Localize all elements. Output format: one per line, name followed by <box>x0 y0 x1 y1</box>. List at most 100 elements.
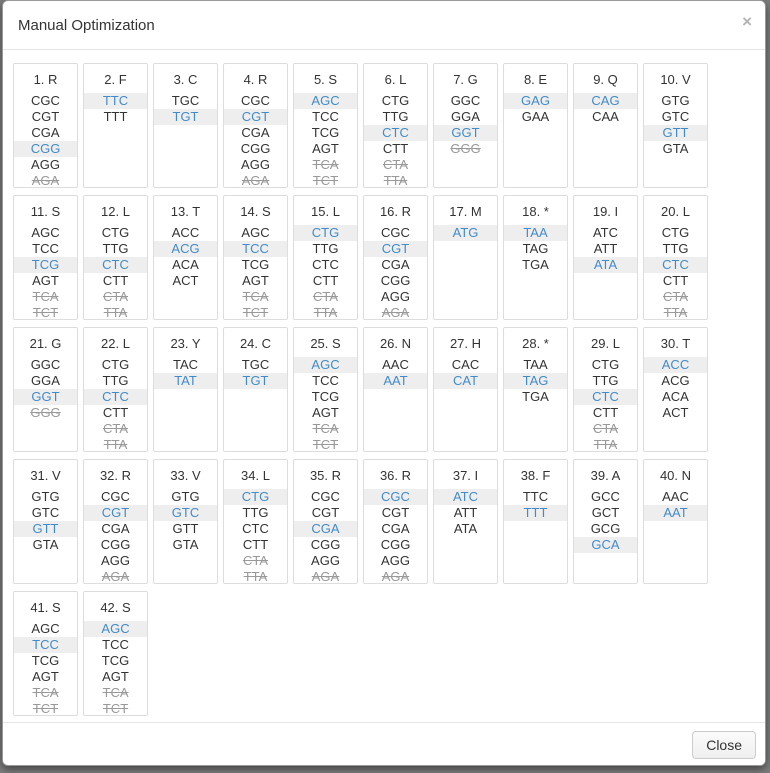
codon-option[interactable]: CTC <box>84 257 147 273</box>
codon-option[interactable]: TCG <box>31 653 60 668</box>
codon-option[interactable]: AAT <box>644 505 707 521</box>
codon-option[interactable]: TTG <box>242 505 269 520</box>
codon-option[interactable]: CTA <box>382 157 409 172</box>
codon-option[interactable]: GTT <box>644 125 707 141</box>
codon-option[interactable]: GGA <box>31 373 60 388</box>
codon-option[interactable]: AGG <box>381 289 410 304</box>
codon-option[interactable]: TTG <box>382 109 409 124</box>
codon-option[interactable]: ATC <box>592 225 619 240</box>
codon-option[interactable]: TCC <box>312 373 339 388</box>
codon-option[interactable]: TGC <box>241 357 270 372</box>
codon-option[interactable]: TCG <box>311 389 340 404</box>
codon-option[interactable]: AGT <box>32 669 59 684</box>
codon-option[interactable]: CGC <box>311 489 340 504</box>
codon-option[interactable]: TTG <box>662 241 689 256</box>
codon-option[interactable]: CTA <box>242 553 269 568</box>
codon-option[interactable]: TCT <box>32 701 59 716</box>
codon-option[interactable]: CTT <box>592 405 619 420</box>
codon-option[interactable]: GCT <box>591 505 620 520</box>
codon-option[interactable]: AGC <box>31 621 60 636</box>
close-button[interactable]: Close <box>692 731 756 759</box>
codon-option[interactable]: CGT <box>31 109 60 124</box>
codon-option[interactable]: CTA <box>662 289 689 304</box>
codon-option[interactable]: GCA <box>574 537 637 553</box>
codon-option[interactable]: TAG <box>504 373 567 389</box>
codon-option[interactable]: TAG <box>522 241 549 256</box>
codon-option[interactable]: CGT <box>84 505 147 521</box>
codon-option[interactable]: CGA <box>241 125 270 140</box>
codon-option[interactable]: CGT <box>364 241 427 257</box>
codon-option[interactable]: GGC <box>30 357 61 372</box>
codon-option[interactable]: TTA <box>663 305 688 320</box>
codon-option[interactable]: CGG <box>240 141 271 156</box>
codon-option[interactable]: GGG <box>450 141 481 156</box>
codon-option[interactable]: AGT <box>242 273 269 288</box>
codon-option[interactable]: AGA <box>311 569 340 584</box>
codon-option[interactable]: AGG <box>101 553 130 568</box>
codon-option[interactable]: AGC <box>84 621 147 637</box>
codon-option[interactable]: CTG <box>294 225 357 241</box>
codon-option[interactable]: GAG <box>504 93 567 109</box>
codon-option[interactable]: ATT <box>453 505 478 520</box>
codon-option[interactable]: CTG <box>591 357 620 372</box>
codon-option[interactable]: TCC <box>32 241 59 256</box>
codon-option[interactable]: CGA <box>101 521 130 536</box>
codon-option[interactable]: ACA <box>172 257 199 272</box>
codon-option[interactable]: CAT <box>434 373 497 389</box>
codon-option[interactable]: TCT <box>102 701 129 716</box>
codon-option[interactable]: TCC <box>224 241 287 257</box>
codon-option[interactable]: TTG <box>102 373 129 388</box>
codon-option[interactable]: TTA <box>383 173 408 188</box>
codon-option[interactable]: TTA <box>593 437 618 452</box>
codon-option[interactable]: ACC <box>171 225 200 240</box>
codon-option[interactable]: GTG <box>31 489 60 504</box>
codon-option[interactable]: CTG <box>661 225 690 240</box>
codon-option[interactable]: TCT <box>312 437 339 452</box>
codon-option[interactable]: ATG <box>434 225 497 241</box>
codon-option[interactable]: CTG <box>224 489 287 505</box>
codon-option[interactable]: CTT <box>102 405 129 420</box>
codon-option[interactable]: TGT <box>224 373 287 389</box>
codon-option[interactable]: CGA <box>31 125 60 140</box>
codon-option[interactable]: TCC <box>312 109 339 124</box>
codon-option[interactable]: ATA <box>453 521 478 536</box>
codon-option[interactable]: CTC <box>242 521 269 536</box>
codon-option[interactable]: CTT <box>662 273 689 288</box>
codon-option[interactable]: TCC <box>14 637 77 653</box>
codon-option[interactable]: CTG <box>101 357 130 372</box>
codon-option[interactable]: CTC <box>574 389 637 405</box>
codon-option[interactable]: TAC <box>172 357 199 372</box>
codon-option[interactable]: CGT <box>311 505 340 520</box>
codon-option[interactable]: TTA <box>103 437 128 452</box>
codon-option[interactable]: AGC <box>294 357 357 373</box>
codon-option[interactable]: CGG <box>14 141 77 157</box>
codon-option[interactable]: CGG <box>380 537 411 552</box>
codon-option[interactable]: GTG <box>661 93 690 108</box>
codon-option[interactable]: AGA <box>31 173 60 188</box>
close-icon[interactable]: × <box>742 12 752 31</box>
codon-option[interactable]: CGC <box>381 225 410 240</box>
codon-option[interactable]: TTG <box>312 241 339 256</box>
codon-option[interactable]: ATC <box>434 489 497 505</box>
codon-option[interactable]: GTT <box>172 521 199 536</box>
codon-option[interactable]: AGC <box>31 225 60 240</box>
codon-option[interactable]: CGC <box>241 93 270 108</box>
codon-option[interactable]: CTT <box>102 273 129 288</box>
codon-option[interactable]: CGC <box>101 489 130 504</box>
codon-option[interactable]: ACA <box>662 389 689 404</box>
codon-option[interactable]: ACC <box>644 357 707 373</box>
codon-option[interactable]: GTA <box>662 141 689 156</box>
codon-option[interactable]: TTT <box>103 109 128 124</box>
codon-option[interactable]: TAA <box>504 225 567 241</box>
codon-option[interactable]: GCC <box>591 489 620 504</box>
codon-option[interactable]: TTA <box>243 569 268 584</box>
codon-option[interactable]: TGC <box>171 93 200 108</box>
codon-option[interactable]: TCA <box>242 289 269 304</box>
codon-option[interactable]: CTA <box>102 421 129 436</box>
codon-option[interactable]: TCG <box>14 257 77 273</box>
codon-option[interactable]: AGT <box>312 141 339 156</box>
codon-option[interactable]: TTC <box>84 93 147 109</box>
codon-option[interactable]: GTG <box>171 489 200 504</box>
codon-option[interactable]: TTT <box>504 505 567 521</box>
codon-option[interactable]: CGA <box>381 521 410 536</box>
